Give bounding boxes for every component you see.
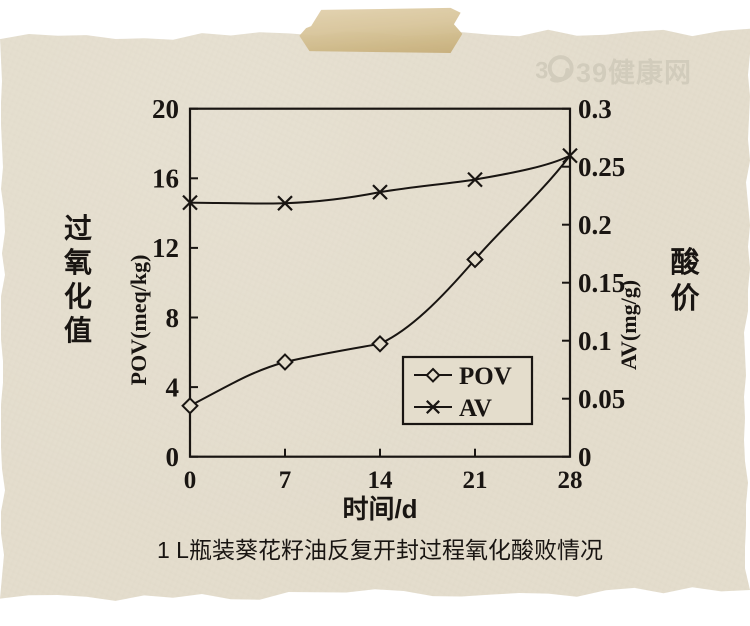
svg-text:21: 21: [463, 467, 488, 494]
svg-text:值: 值: [64, 315, 92, 346]
svg-text:酸: 酸: [670, 246, 700, 279]
svg-text:0.1: 0.1: [578, 326, 612, 356]
svg-text:8: 8: [166, 303, 180, 333]
svg-text:0.2: 0.2: [578, 210, 612, 240]
svg-text:4: 4: [166, 372, 180, 402]
svg-text:AV: AV: [459, 395, 492, 422]
svg-text:28: 28: [558, 467, 583, 494]
svg-text:20: 20: [152, 94, 179, 124]
svg-text:时间/d: 时间/d: [342, 494, 417, 524]
svg-text:0.05: 0.05: [578, 384, 625, 414]
svg-text:POV(meq/kg): POV(meq/kg): [126, 255, 151, 386]
svg-text:0: 0: [166, 442, 180, 472]
svg-text:氧: 氧: [64, 247, 92, 278]
svg-text:0: 0: [184, 467, 197, 494]
svg-text:AV(mg/g): AV(mg/g): [616, 280, 641, 370]
svg-text:过: 过: [64, 213, 92, 244]
svg-text:0.3: 0.3: [578, 94, 612, 124]
svg-text:0.25: 0.25: [578, 152, 625, 182]
svg-text:16: 16: [152, 164, 179, 194]
svg-text:12: 12: [152, 233, 179, 263]
svg-text:价: 价: [670, 282, 700, 315]
svg-text:7: 7: [279, 467, 292, 494]
svg-text:POV: POV: [459, 363, 512, 390]
svg-text:化: 化: [64, 281, 92, 312]
svg-text:1 L瓶装葵花籽油反复开封过程氧化酸败情况: 1 L瓶装葵花籽油反复开封过程氧化酸败情况: [157, 537, 603, 563]
svg-text:14: 14: [368, 467, 394, 494]
